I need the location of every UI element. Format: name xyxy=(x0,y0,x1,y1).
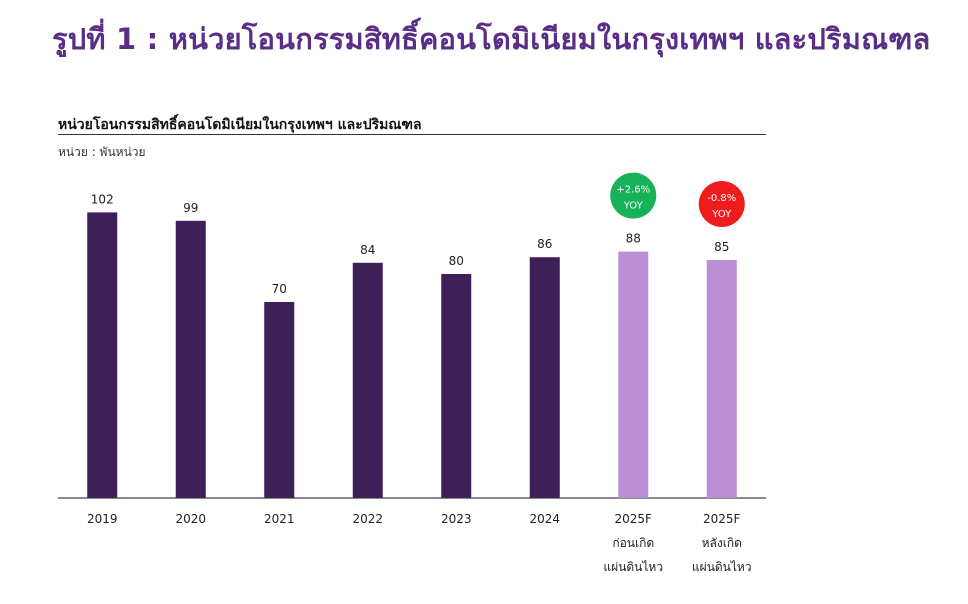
x-tick-label: 2021 xyxy=(264,512,295,526)
data-label: 86 xyxy=(537,237,552,251)
bar xyxy=(706,260,737,498)
x-tick-sublabel: ก่อนเกิด xyxy=(612,536,654,550)
x-tick-sublabel: แผ่นดินไหว xyxy=(603,560,663,574)
data-label: 80 xyxy=(449,254,464,268)
data-label: 99 xyxy=(183,201,198,215)
data-label: 70 xyxy=(272,282,287,296)
bar xyxy=(175,220,206,499)
bar xyxy=(87,212,118,498)
x-tick-label: 2020 xyxy=(175,512,206,526)
bar xyxy=(264,302,295,498)
chart-title: หน่วยโอนกรรมสิทธิ์คอนโดมิเนียมในกรุงเทพฯ… xyxy=(58,117,422,133)
x-tick-sublabel: หลังเกิด xyxy=(702,536,742,550)
yoy-badge xyxy=(610,172,657,219)
yoy-badge xyxy=(698,181,745,227)
yoy-percent: -0.8% xyxy=(707,193,736,204)
data-label: 102 xyxy=(91,192,114,206)
x-tick-label: 2025F xyxy=(615,512,653,526)
bar xyxy=(441,274,472,498)
bar xyxy=(618,251,649,498)
yoy-percent: +2.6% xyxy=(616,185,650,196)
x-tick-sublabel: แผ่นดินไหว xyxy=(692,560,752,574)
chart-unit-label: หน่วย : พันหน่วย xyxy=(58,145,146,159)
figure-title: รูปที่ 1 : หน่วยโอนกรรมสิทธิ์คอนโดมิเนีย… xyxy=(52,22,931,56)
data-label: 85 xyxy=(714,240,729,254)
x-tick-label: 2025F xyxy=(703,512,741,526)
x-tick-label: 2022 xyxy=(352,512,383,526)
title-divider xyxy=(58,134,766,135)
bar xyxy=(529,257,560,498)
bar xyxy=(352,262,383,498)
x-tick-label: 2019 xyxy=(87,512,118,526)
data-label: 88 xyxy=(626,232,641,246)
x-tick-label: 2024 xyxy=(529,512,560,526)
yoy-tag: YOY xyxy=(711,209,732,220)
yoy-tag: YOY xyxy=(623,201,644,212)
x-tick-label: 2023 xyxy=(441,512,472,526)
data-label: 84 xyxy=(360,243,375,257)
